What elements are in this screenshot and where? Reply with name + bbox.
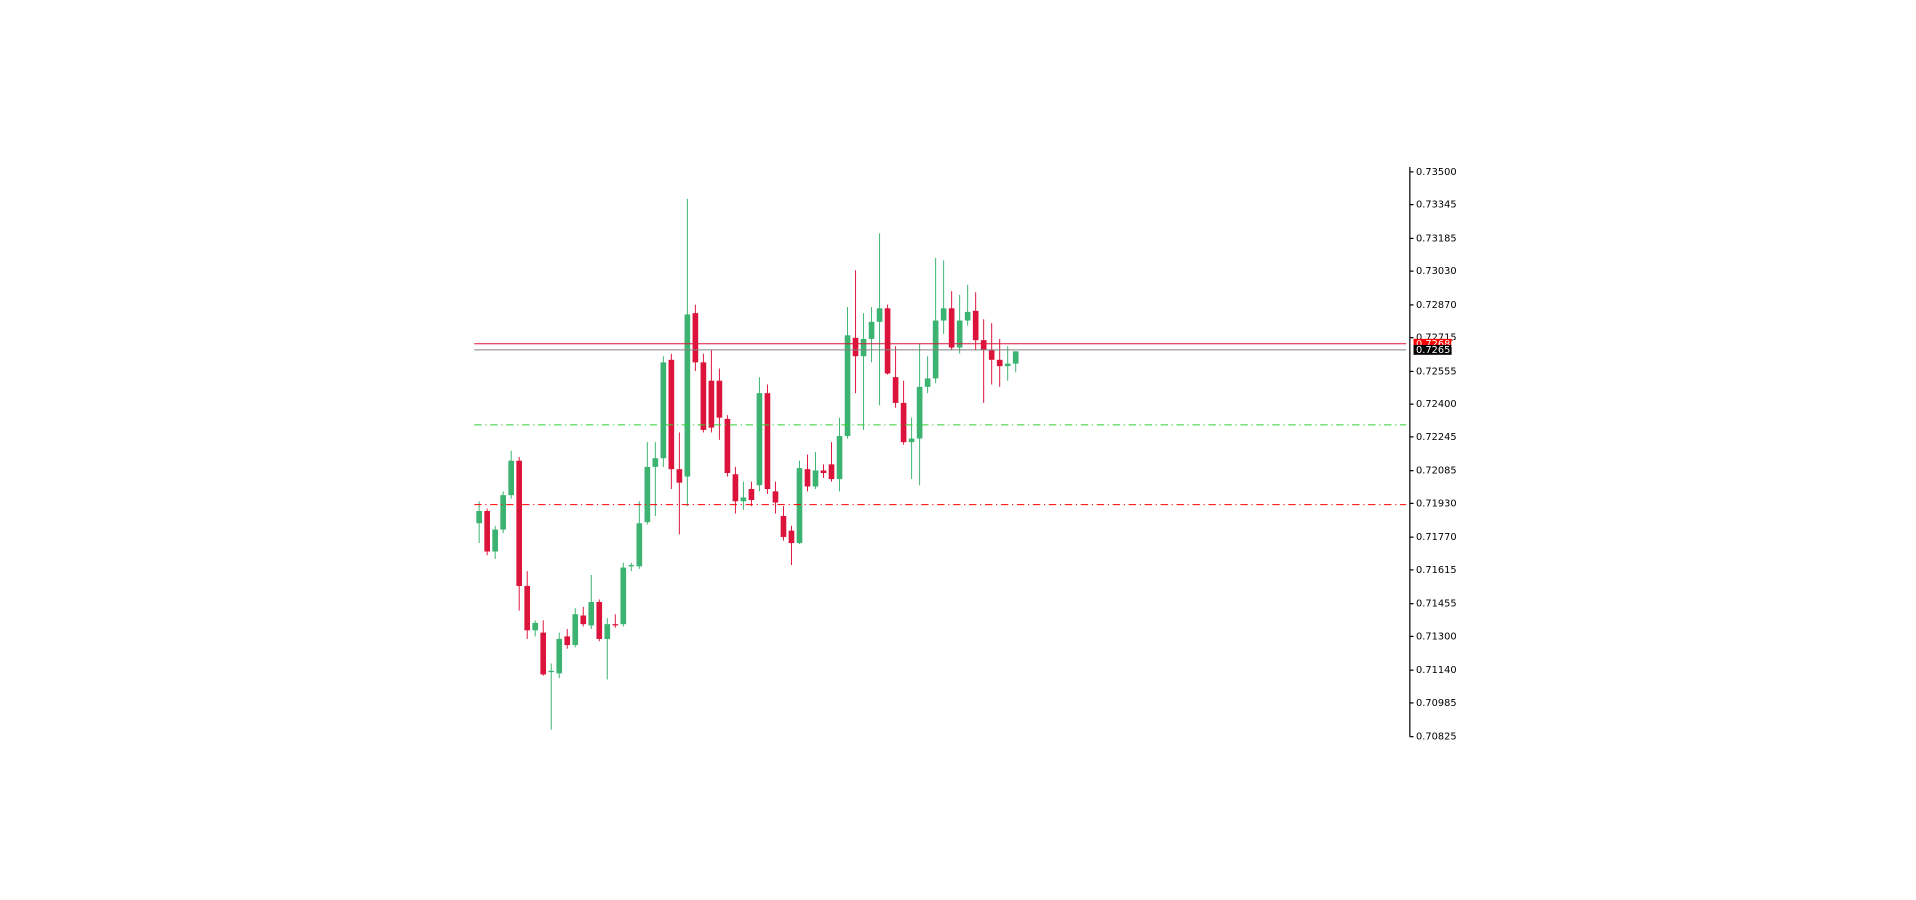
candle-body — [948, 308, 955, 348]
candle-body — [852, 337, 859, 357]
y-tick-label: 0.73030 — [1416, 266, 1457, 277]
candle-body — [684, 314, 691, 477]
candle-body — [756, 393, 763, 486]
price-label-box — [1413, 338, 1452, 349]
y-tick-label: 0.70985 — [1416, 698, 1457, 709]
candle-body — [668, 359, 675, 470]
y-tick-label: 0.71615 — [1416, 565, 1457, 576]
y-tick-label: 0.73345 — [1416, 200, 1457, 211]
candle-body — [476, 510, 482, 524]
y-tick-label: 0.72245 — [1416, 432, 1457, 443]
candle-body — [564, 636, 571, 646]
candle-body — [820, 470, 827, 473]
y-tick-label: 0.72715 — [1416, 333, 1457, 344]
candle-body — [868, 321, 875, 339]
candle-body — [860, 338, 867, 357]
candle-body — [964, 311, 971, 321]
candle-body — [716, 380, 723, 418]
candle-body — [940, 308, 947, 321]
y-tick-label: 0.71300 — [1416, 631, 1457, 642]
y-tick-label: 0.71140 — [1416, 665, 1457, 676]
y-tick-label: 0.71770 — [1416, 532, 1457, 543]
y-tick-label: 0.72085 — [1416, 466, 1457, 477]
price-label: 0.72657 — [1416, 345, 1457, 356]
candle-body — [732, 474, 739, 502]
candle-body — [748, 489, 755, 501]
candle-body — [996, 359, 1003, 367]
candle-body — [580, 615, 587, 625]
candle-body — [628, 565, 635, 567]
candle-body — [524, 585, 531, 631]
candle-body — [1012, 351, 1019, 364]
candle-body — [540, 632, 547, 675]
candle-body — [548, 670, 555, 673]
candle-body — [788, 530, 795, 544]
candle-body — [644, 466, 651, 523]
candle-body — [844, 335, 851, 437]
candle-body — [492, 529, 498, 552]
candle-body — [700, 362, 707, 430]
y-tick-label: 0.71455 — [1416, 599, 1457, 610]
candle-body — [500, 495, 506, 530]
candle-body — [484, 510, 490, 552]
candle-body — [796, 468, 803, 544]
candle-body — [692, 313, 699, 363]
y-tick-label: 0.73185 — [1416, 233, 1457, 244]
y-tick-label: 0.70825 — [1416, 732, 1457, 743]
candle-body — [836, 436, 843, 480]
price-label-box — [1413, 344, 1452, 355]
candle-body — [884, 308, 891, 374]
candle-body — [764, 393, 771, 490]
candle-body — [572, 614, 579, 646]
candle-body — [804, 469, 811, 487]
price-label: 0.72686 — [1416, 339, 1457, 350]
candle-body — [612, 624, 619, 626]
candle-body — [780, 516, 787, 537]
y-tick-label: 0.73500 — [1416, 167, 1457, 178]
candle-body — [924, 378, 931, 387]
candle-body — [588, 601, 595, 626]
candle-body — [724, 418, 731, 473]
candle-body — [636, 523, 643, 567]
candle-body — [972, 310, 979, 341]
candle-body — [916, 386, 923, 439]
candle-body — [516, 460, 523, 586]
candle-body — [620, 567, 627, 625]
candle-body — [892, 377, 899, 403]
candle-body — [772, 491, 779, 503]
y-tick-label: 0.72555 — [1416, 366, 1457, 377]
candle-body — [828, 464, 835, 480]
candle-body — [652, 458, 659, 467]
candle-body — [676, 469, 683, 483]
candle-body — [740, 497, 747, 502]
candle-body — [532, 622, 539, 631]
candle-body — [988, 350, 995, 360]
y-tick-label: 0.72870 — [1416, 300, 1457, 311]
candle-body — [556, 638, 563, 674]
candle-body — [980, 340, 987, 351]
y-tick-label: 0.71930 — [1416, 498, 1457, 509]
candle-body — [508, 460, 515, 496]
candle-body — [908, 438, 915, 443]
candle-body — [1004, 363, 1011, 367]
candle-body — [708, 380, 715, 428]
candle-body — [812, 470, 819, 487]
candle-body — [956, 320, 963, 348]
candle-body — [900, 402, 907, 443]
y-tick-label: 0.72400 — [1416, 399, 1457, 410]
candle-body — [596, 601, 603, 639]
candle-body — [660, 362, 667, 459]
candle-body — [876, 308, 883, 322]
candle-body — [604, 624, 611, 639]
